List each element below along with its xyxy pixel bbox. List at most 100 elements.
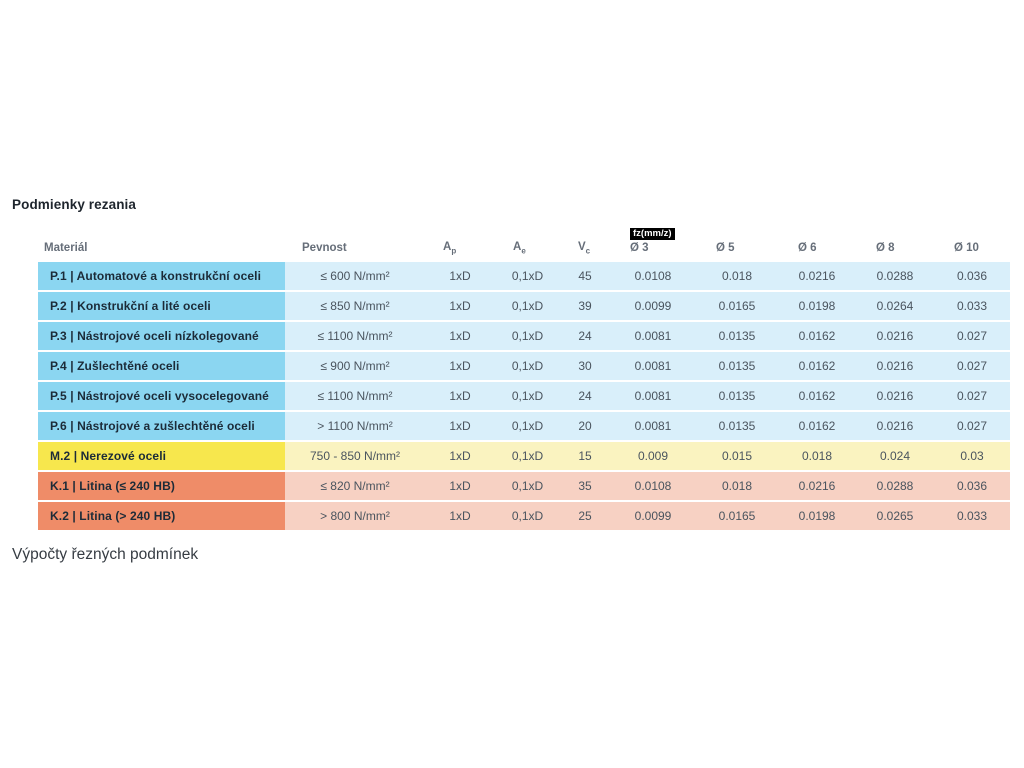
fz-d8-cell: 0.0216 [856,352,934,380]
ae-cell: 0,1xD [495,442,560,470]
vc-cell: 45 [560,262,610,290]
pevnost-cell: > 800 N/mm² [285,502,425,530]
fz-d8-cell: 0.0265 [856,502,934,530]
pevnost-cell: ≤ 820 N/mm² [285,472,425,500]
fz-d10-cell: 0.027 [934,352,1010,380]
fz-d8-cell: 0.0216 [856,412,934,440]
material-cell: K.2 | Litina (> 240 HB) [38,502,285,530]
ae-cell: 0,1xD [495,472,560,500]
ap-cell: 1xD [425,382,495,410]
fz-d8-cell: 0.0216 [856,382,934,410]
col-header-pevnost: Pevnost [285,224,425,262]
col-header-d10: Ø 10 [934,224,1010,262]
ae-cell: 0,1xD [495,382,560,410]
fz-d5-cell: 0.0135 [696,412,778,440]
material-cell: P.1 | Automatové a konstrukční oceli [38,262,285,290]
fz-d10-cell: 0.033 [934,502,1010,530]
fz-d10-cell: 0.033 [934,292,1010,320]
fz-d5-cell: 0.0135 [696,352,778,380]
col-header-ae-sub: e [521,246,526,255]
fz-d6-cell: 0.018 [778,442,856,470]
ap-cell: 1xD [425,262,495,290]
material-cell: P.3 | Nástrojové oceli nízkolegované [38,322,285,350]
fz-d5-cell: 0.018 [696,472,778,500]
material-cell: M.2 | Nerezové oceli [38,442,285,470]
fz-d10-cell: 0.027 [934,382,1010,410]
col-header-vc-main: V [578,240,586,253]
col-header-d5: Ø 5 [696,224,778,262]
col-header-d5-label: Ø 5 [716,242,735,254]
col-header-vc-sub: c [585,246,591,255]
ae-cell: 0,1xD [495,322,560,350]
ap-cell: 1xD [425,292,495,320]
fz-d5-cell: 0.015 [696,442,778,470]
table-row-p4: P.4 | Zušlechtěné oceli ≤ 900 N/mm² 1xD … [38,352,1010,380]
col-header-d3: fz(mm/z) Ø 3 [610,224,696,262]
fz-d3-cell: 0.0081 [610,322,696,350]
fz-d6-cell: 0.0162 [778,352,856,380]
cutting-conditions-table: Materiál Pevnost Ap Ae Vc fz(mm/z) Ø 3 Ø… [38,224,1010,532]
col-header-ae-main: A [513,240,522,253]
section-heading-calculations: Výpočty řezných podmínek [12,546,199,563]
material-cell: P.6 | Nástrojové a zušlechtěné oceli [38,412,285,440]
fz-d6-cell: 0.0162 [778,322,856,350]
col-header-ap-sub: p [451,246,457,255]
col-header-d6-label: Ø 6 [798,242,817,254]
col-header-pevnost-label: Pevnost [302,242,347,254]
fz-d6-cell: 0.0162 [778,382,856,410]
table-row-k2: K.2 | Litina (> 240 HB) > 800 N/mm² 1xD … [38,502,1010,530]
material-cell: P.4 | Zušlechtěné oceli [38,352,285,380]
fz-d6-cell: 0.0198 [778,502,856,530]
table-header-row: Materiál Pevnost Ap Ae Vc fz(mm/z) Ø 3 Ø… [38,224,1010,262]
fz-d5-cell: 0.0165 [696,292,778,320]
fz-d3-cell: 0.0081 [610,382,696,410]
fz-d10-cell: 0.027 [934,412,1010,440]
fz-d8-cell: 0.0264 [856,292,934,320]
pevnost-cell: 750 - 850 N/mm² [285,442,425,470]
col-header-vc: Vc [560,224,610,262]
col-header-d8: Ø 8 [856,224,934,262]
material-cell: P.2 | Konstrukční a lité oceli [38,292,285,320]
fz-d10-cell: 0.03 [934,442,1010,470]
col-header-material: Materiál [38,224,285,262]
vc-cell: 25 [560,502,610,530]
fz-d6-cell: 0.0216 [778,472,856,500]
pevnost-cell: ≤ 1100 N/mm² [285,382,425,410]
vc-cell: 15 [560,442,610,470]
ap-cell: 1xD [425,502,495,530]
vc-cell: 39 [560,292,610,320]
fz-d8-cell: 0.0216 [856,322,934,350]
fz-d3-cell: 0.0108 [610,472,696,500]
ae-cell: 0,1xD [495,292,560,320]
col-header-d6: Ø 6 [778,224,856,262]
vc-cell: 20 [560,412,610,440]
ap-cell: 1xD [425,472,495,500]
fz-d8-cell: 0.0288 [856,472,934,500]
pevnost-cell: ≤ 1100 N/mm² [285,322,425,350]
ae-cell: 0,1xD [495,502,560,530]
fz-d8-cell: 0.0288 [856,262,934,290]
pevnost-cell: ≤ 600 N/mm² [285,262,425,290]
fz-d6-cell: 0.0162 [778,412,856,440]
table-row-k1: K.1 | Litina (≤ 240 HB) ≤ 820 N/mm² 1xD … [38,472,1010,500]
fz-d5-cell: 0.0165 [696,502,778,530]
col-header-material-label: Materiál [44,242,88,254]
fz-d3-cell: 0.009 [610,442,696,470]
col-header-ae: Ae [495,224,560,262]
vc-cell: 24 [560,382,610,410]
col-header-ap-main: A [443,240,452,253]
col-header-d10-label: Ø 10 [954,242,979,254]
material-cell: K.1 | Litina (≤ 240 HB) [38,472,285,500]
fz-d5-cell: 0.0135 [696,322,778,350]
ae-cell: 0,1xD [495,352,560,380]
fz-d3-cell: 0.0081 [610,412,696,440]
table-row-p5: P.5 | Nástrojové oceli vysocelegované ≤ … [38,382,1010,410]
ap-cell: 1xD [425,442,495,470]
fz-d3-cell: 0.0099 [610,502,696,530]
col-header-ap: Ap [425,224,495,262]
fz-d8-cell: 0.024 [856,442,934,470]
fz-d5-cell: 0.018 [696,262,778,290]
fz-d3-cell: 0.0108 [610,262,696,290]
table-row-p2: P.2 | Konstrukční a lité oceli ≤ 850 N/m… [38,292,1010,320]
pevnost-cell: > 1100 N/mm² [285,412,425,440]
